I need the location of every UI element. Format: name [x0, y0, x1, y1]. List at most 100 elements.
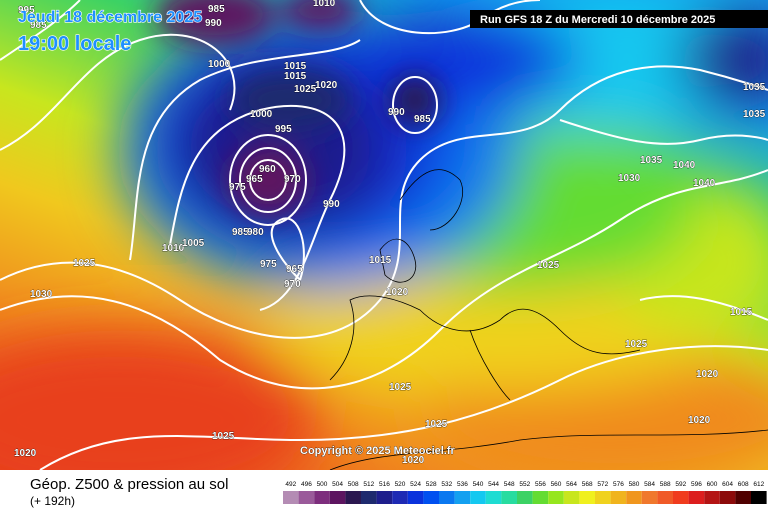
scale-label: 596 — [691, 481, 702, 488]
scale-swatch — [688, 491, 705, 504]
run-box — [470, 10, 768, 28]
scale-label: 516 — [379, 481, 390, 488]
run-info: Run GFS 18 Z du Mercredi 10 décembre 202… — [480, 14, 715, 26]
isobar-label: 965 — [246, 174, 263, 185]
color-scale: 492 496 500 504 508 512 516 520 524 528 532 536 540 5… — [283, 481, 767, 504]
scale-label: 540 — [473, 481, 484, 488]
isobar-label: 1015 — [284, 61, 307, 72]
isobar-label: 990 — [205, 18, 222, 29]
scale-swatch — [595, 491, 611, 504]
scale-label: 600 — [707, 481, 718, 488]
scale-swatch — [563, 491, 580, 504]
scale-swatch — [610, 491, 627, 504]
scale-label: 604 — [722, 481, 733, 488]
isobar-label: 1040 — [673, 160, 696, 171]
time: 19:00 locale — [18, 33, 131, 55]
isobar-label: 975 — [260, 259, 277, 270]
isobar-label: 985 — [232, 227, 249, 238]
isobar-label: 985 — [30, 20, 47, 31]
scale-swatch — [532, 491, 549, 504]
scale-label: 612 — [753, 481, 764, 488]
isobar-label: 1025 — [625, 339, 648, 350]
isobar-label: 1035 — [640, 155, 663, 166]
scale-swatch — [439, 491, 455, 504]
isobar-label: 1005 — [182, 238, 205, 249]
isobars — [0, 0, 768, 470]
isobar-label: 1030 — [30, 289, 53, 300]
scale-swatch — [283, 491, 299, 504]
scale-label: 500 — [317, 481, 328, 488]
scale-swatch — [719, 491, 736, 504]
product-title: Géop. Z500 & pression au sol — [30, 476, 228, 493]
copyright: Copyright © 2025 Meteociel.fr — [300, 445, 456, 457]
scale-swatch — [501, 491, 517, 504]
scale-label: 524 — [410, 481, 421, 488]
scale-swatch — [548, 491, 564, 504]
scale-label: 504 — [332, 481, 343, 488]
isobar-label: 1040 — [693, 178, 716, 189]
scale-label: 560 — [551, 481, 562, 488]
scale-label: 544 — [488, 481, 499, 488]
low-cores — [155, 0, 440, 215]
scale-swatch — [735, 491, 751, 504]
isobar-label: 1025 — [537, 260, 560, 271]
scale-swatch — [579, 491, 595, 504]
scale-label: 552 — [519, 481, 530, 488]
isobar-label: 1000 — [250, 109, 273, 120]
isobar-label: 1015 — [369, 255, 392, 266]
scale-label: 556 — [535, 481, 546, 488]
isobar-label: 960 — [259, 164, 276, 175]
scale-label: 608 — [738, 481, 749, 488]
scale-swatch — [314, 491, 330, 504]
scale-swatch — [673, 491, 689, 504]
isobar-label: 1025 — [425, 419, 448, 430]
scale-swatch — [657, 491, 673, 504]
scale-swatch — [361, 491, 377, 504]
scale-label: 576 — [613, 481, 624, 488]
scale-label: 568 — [582, 481, 593, 488]
scale-swatch — [298, 491, 315, 504]
scale-label: 532 — [441, 481, 452, 488]
isobar-label: 1020 — [386, 287, 409, 298]
scale-label: 564 — [566, 481, 577, 488]
scale-label: 584 — [644, 481, 655, 488]
coastlines — [329, 169, 768, 470]
isobar-label: 1000 — [208, 59, 231, 70]
isobar-label: 1020 — [402, 455, 425, 466]
isobar-label: 1035 — [743, 109, 766, 120]
isobar-label: 1015 — [730, 307, 753, 318]
scale-label: 492 — [285, 481, 296, 488]
scale-swatch — [345, 491, 361, 504]
isobar-label: 1030 — [618, 173, 641, 184]
isobar-label: 980 — [247, 227, 264, 238]
isobar-label: 990 — [323, 199, 340, 210]
isobar-label: 1015 — [284, 71, 307, 82]
isobar-label: 1020 — [14, 448, 37, 459]
scale-swatch — [626, 491, 642, 504]
scale-swatch — [704, 491, 720, 504]
scale-swatch — [641, 491, 658, 504]
scale-swatch — [454, 491, 471, 504]
isobar-label: 985 — [414, 114, 431, 125]
scale-swatch — [329, 491, 346, 504]
scale-label: 592 — [675, 481, 686, 488]
isobar-label: 1025 — [389, 382, 412, 393]
isobar-label: 970 — [284, 279, 301, 290]
scale-swatch — [751, 491, 767, 504]
isobar-label: 975 — [229, 182, 246, 193]
isobar-label: 1020 — [688, 415, 711, 426]
isobar-label: 995 — [275, 124, 292, 135]
scale-label: 520 — [395, 481, 406, 488]
date: Jeudi 18 décembre 2025 — [18, 9, 202, 26]
scale-label: 580 — [629, 481, 640, 488]
isobar-label: 1025 — [212, 431, 235, 442]
scale-swatch — [470, 491, 486, 504]
scale-swatch — [392, 491, 408, 504]
scale-swatch — [485, 491, 502, 504]
isobar-label: 970 — [284, 174, 301, 185]
isobar-label: 1020 — [315, 80, 338, 91]
isobar-label: 990 — [388, 107, 405, 118]
isobar-label: 995 — [18, 5, 35, 16]
